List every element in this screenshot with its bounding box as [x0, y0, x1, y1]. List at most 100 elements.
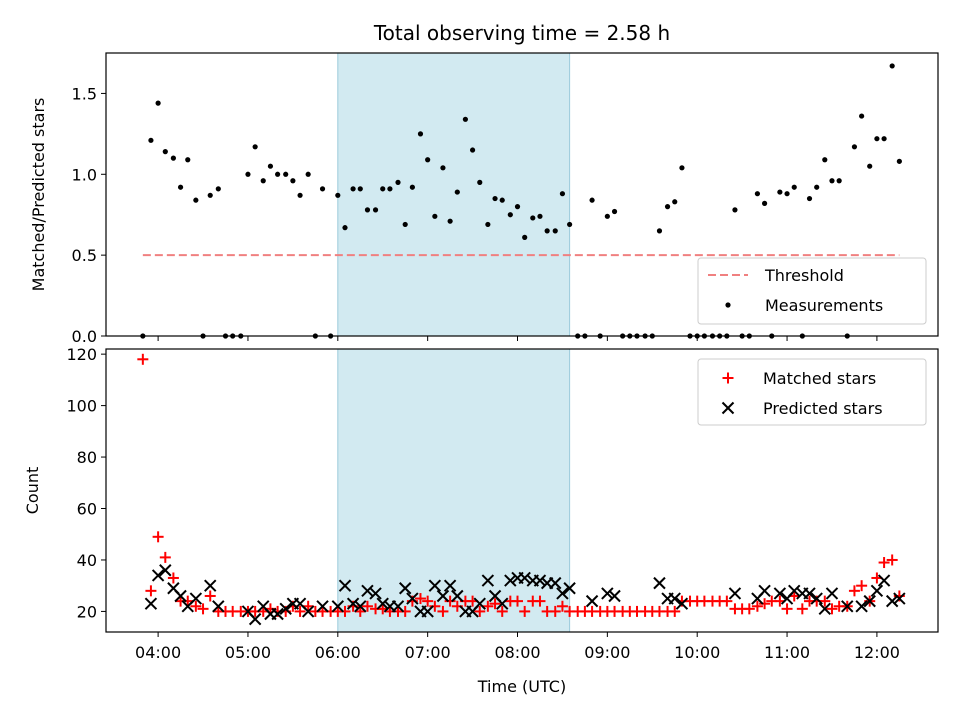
x-tick-label: 09:00	[584, 643, 630, 662]
matched-star-point	[669, 605, 681, 617]
predicted-star-point	[818, 602, 831, 616]
measurement-point	[387, 186, 393, 192]
ratio-panel: 0.0 0.5 1.0 1.5 Total observing time = 2.58…	[29, 21, 939, 346]
predicted-star-point	[803, 587, 816, 600]
matched-star-point	[302, 600, 314, 612]
measurement-point	[185, 157, 191, 163]
predicted-star-point	[533, 574, 547, 587]
predicted-stars-points	[144, 564, 906, 626]
measurement-point	[155, 100, 161, 106]
measurement-point	[851, 144, 858, 150]
measurement-point	[881, 136, 887, 142]
bottom-legend-box	[697, 358, 927, 426]
observing-window-highlight-bottom	[337, 348, 571, 633]
predicted-star-point	[549, 576, 562, 590]
measurement-point	[664, 204, 671, 210]
measurement-point	[732, 207, 738, 213]
predicted-star-point	[504, 574, 517, 587]
predicted-star-point	[841, 600, 854, 613]
y-tick-label: 80	[77, 448, 97, 467]
x-axis-label: Time (UTC)	[477, 677, 566, 696]
predicted-star-point	[675, 597, 689, 610]
matched-star-point	[796, 603, 808, 615]
matched-star-point	[519, 605, 531, 617]
y-tick-label: 20	[77, 602, 97, 621]
measurement-point	[604, 213, 610, 219]
y-tick-label: 0.0	[72, 327, 97, 346]
predicted-star-point	[496, 597, 509, 610]
x-tick-label: 06:00	[315, 643, 361, 662]
measurement-point	[148, 137, 154, 143]
matched-star-point	[489, 598, 501, 610]
measurement-point	[829, 178, 835, 184]
predicted-star-point	[443, 579, 457, 592]
matched-star-point	[444, 595, 456, 607]
matched-star-point	[437, 605, 449, 617]
measurement-point	[193, 197, 199, 203]
measurement-point	[499, 197, 505, 203]
matched-star-point	[167, 572, 179, 584]
matched-star-point	[190, 600, 202, 612]
predicted-star-point	[773, 587, 787, 600]
measurement-point	[342, 225, 348, 231]
matched-star-point	[429, 600, 441, 612]
measurement-point	[440, 165, 446, 171]
measurement-point	[402, 221, 408, 228]
measurement-point	[822, 157, 828, 163]
measurement-point	[409, 184, 415, 190]
measurement-point	[297, 192, 303, 198]
measurement-point	[417, 131, 424, 137]
measurement-point	[425, 157, 431, 163]
x-tick-label: 11:00	[764, 643, 810, 662]
measurement-point	[754, 191, 761, 197]
predicted-star-point	[608, 589, 621, 603]
measurement-point	[162, 149, 168, 155]
measurement-point	[260, 178, 266, 184]
measurement-point	[335, 192, 341, 198]
matched-star-point	[339, 605, 351, 617]
measurement-point	[836, 178, 842, 184]
predicted-star-point	[369, 587, 382, 600]
predicted-star-point	[810, 592, 823, 605]
legend-measurements-label: Measurements	[765, 296, 883, 315]
matched-star-point	[474, 605, 486, 617]
measurement-point	[477, 179, 483, 185]
matched-star-point	[878, 557, 890, 569]
measurement-point	[567, 221, 573, 228]
predicted-star-point	[428, 579, 442, 592]
measurement-point	[806, 195, 813, 202]
measurement-point	[305, 171, 311, 177]
matched-star-point	[826, 603, 838, 615]
matched-star-point	[482, 600, 494, 612]
predicted-star-point	[870, 584, 884, 598]
measurement-point	[814, 184, 820, 190]
predicted-star-point	[877, 574, 891, 587]
predicted-star-point	[174, 589, 187, 603]
matched-star-point	[496, 605, 508, 617]
predicted-star-point	[338, 579, 352, 592]
measurement-point	[530, 215, 536, 221]
y-tick-label: 1.5	[72, 84, 97, 103]
measurement-point	[867, 163, 873, 169]
matched-star-point	[197, 603, 209, 615]
predicted-star-point	[361, 584, 374, 598]
measurement-point	[485, 221, 491, 228]
measurement-point	[859, 113, 865, 119]
predicted-star-point	[855, 600, 868, 613]
x-tick-label: 05:00	[225, 643, 271, 662]
matched-star-point	[721, 595, 733, 607]
predicted-star-point	[863, 594, 876, 608]
predicted-star-point	[451, 589, 464, 603]
matched-star-point	[361, 600, 373, 612]
matched-star-point	[534, 595, 546, 607]
measurement-point	[589, 197, 595, 203]
matched-star-point	[848, 585, 860, 597]
matched-star-point	[781, 603, 793, 615]
top-y-ticks: 0.0 0.5 1.0 1.5	[72, 84, 106, 346]
measurement-point	[350, 186, 356, 192]
predicted-star-point	[481, 574, 495, 587]
bottom-y-ticks: 20 40 60 80 100 120	[66, 345, 106, 621]
measurement-point	[252, 144, 258, 150]
measurement-point	[380, 186, 386, 192]
predicted-star-point	[885, 594, 899, 608]
